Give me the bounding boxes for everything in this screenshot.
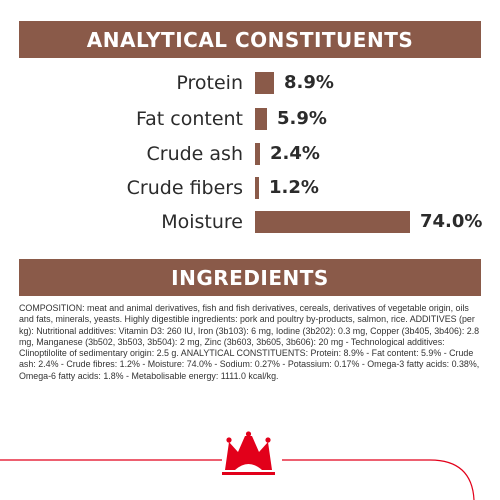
footer-right-line xyxy=(282,459,475,500)
constituent-value: 8.9% xyxy=(284,72,334,93)
constituent-row: Fat content 5.9% xyxy=(0,101,500,137)
constituent-row: Moisture 74.0% xyxy=(0,204,500,240)
constituent-row: Crude ash 2.4% xyxy=(0,136,500,172)
constituent-label: Crude ash xyxy=(146,143,244,165)
constituent-bar xyxy=(255,211,410,233)
constituent-row: Crude fibers 1.2% xyxy=(0,170,500,206)
constituent-value: 1.2% xyxy=(269,177,319,198)
ingredients-text: COMPOSITION: meat and animal derivatives… xyxy=(19,303,480,381)
constituent-value: 2.4% xyxy=(270,143,320,164)
constituent-value: 5.9% xyxy=(277,108,327,129)
crown-icon xyxy=(222,431,275,475)
constituent-label: Fat content xyxy=(135,108,243,130)
analytical-constituents-title: ANALYTICAL CONSTITUENTS xyxy=(86,27,414,52)
analytical-constituents-list: Protein 8.9% Fat content 5.9% Crude ash … xyxy=(0,65,500,240)
ingredients-header: INGREDIENTS xyxy=(19,259,481,296)
constituent-label: Crude fibers xyxy=(126,177,243,199)
constituent-label: Protein xyxy=(176,72,243,94)
constituent-value: 74.0% xyxy=(420,211,483,232)
footer xyxy=(0,430,500,500)
ingredients-title: INGREDIENTS xyxy=(171,265,329,290)
constituent-label: Moisture xyxy=(161,211,243,233)
constituent-bar xyxy=(255,177,259,199)
analytical-constituents-header: ANALYTICAL CONSTITUENTS xyxy=(19,21,481,58)
footer-graphic xyxy=(0,431,475,500)
constituent-bar xyxy=(255,143,260,165)
constituent-bar xyxy=(255,72,274,94)
constituent-row: Protein 8.9% xyxy=(0,65,500,101)
constituent-bar xyxy=(255,108,267,130)
